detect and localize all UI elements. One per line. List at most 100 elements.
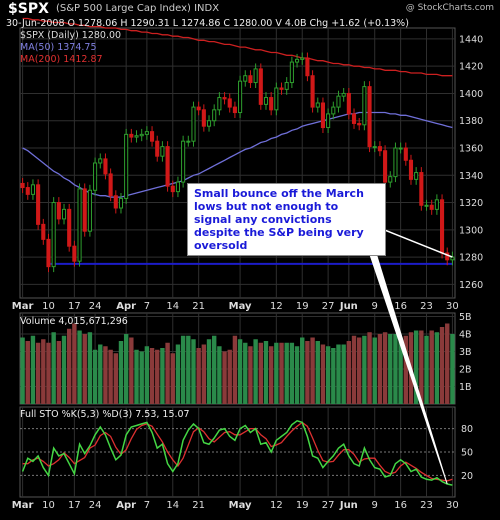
candle-body	[227, 98, 232, 108]
candle-body	[320, 102, 325, 129]
candle-body	[440, 199, 445, 254]
candle-body	[181, 140, 186, 183]
panel-frame-0	[19, 27, 456, 299]
candle-body	[315, 102, 320, 108]
date-tick-label: Apr	[116, 301, 136, 312]
volume-bar	[258, 342, 264, 404]
candle-body	[269, 97, 274, 111]
volume-bar	[206, 339, 212, 404]
volume-bar	[382, 332, 388, 404]
volume-tick-label: 1B	[459, 382, 472, 393]
candle-body	[284, 82, 289, 90]
volume-bar	[108, 349, 113, 404]
candle-body	[300, 57, 305, 60]
date-tick-label: 7	[144, 500, 150, 511]
volume-bar	[160, 348, 165, 404]
date-tick-label: 19	[296, 301, 309, 312]
sto-k-line	[21, 419, 453, 486]
candle-body	[408, 159, 414, 180]
volume-bar	[41, 339, 46, 404]
volume-bar	[356, 337, 362, 404]
volume-bar	[113, 353, 119, 404]
candle-body	[36, 184, 41, 225]
date-tick-label: Mar	[12, 500, 34, 511]
date-tick-label: 21	[192, 301, 205, 312]
candle-body	[144, 131, 149, 135]
candle-body	[103, 158, 108, 175]
date-tick-label: 17	[68, 500, 81, 511]
volume-bar	[103, 346, 108, 404]
legend-stochastic: Full STO %K(5,3) %D(3) 7.53, 15.07	[20, 409, 190, 420]
volume-bar	[134, 349, 139, 404]
volume-bar	[336, 344, 341, 404]
date-tick-label: 9	[372, 500, 378, 511]
volume-bar	[237, 339, 243, 404]
volume-bar	[35, 342, 41, 404]
volume-bar	[450, 334, 455, 404]
volume-bar	[51, 332, 56, 404]
date-tick-label: Apr	[116, 500, 136, 511]
volume-bar	[362, 335, 367, 404]
legend-ma50: MA(50) 1374.75	[20, 42, 97, 53]
volume-tick-label: 3B	[459, 347, 472, 358]
date-tick-label: Jun	[339, 500, 358, 511]
volume-bar	[289, 342, 295, 404]
candle-body	[336, 95, 341, 108]
date-tick-label: 23	[420, 500, 433, 511]
price-tick-label: 1320	[459, 198, 483, 209]
date-tick-label: 30	[446, 500, 459, 511]
volume-bar	[46, 342, 51, 404]
candle-body	[46, 238, 51, 268]
volume-bar	[320, 344, 326, 404]
date-tick-label: 24	[89, 301, 102, 312]
date-tick-label: 9	[372, 301, 378, 312]
candle-body	[326, 113, 331, 129]
volume-bar	[170, 353, 175, 404]
price-tick-label: 1380	[459, 116, 483, 127]
candle-body	[424, 204, 429, 207]
candle-body	[170, 185, 175, 193]
candle-body	[201, 109, 206, 127]
date-tick-label: 19	[296, 500, 309, 511]
volume-bar	[92, 349, 98, 404]
volume-bar	[305, 341, 310, 404]
candle-body	[98, 158, 103, 164]
volume-bar	[263, 341, 269, 404]
candle-body	[398, 147, 403, 150]
candle-body	[232, 106, 237, 114]
candle-body	[377, 146, 382, 152]
date-tick-label: 27	[322, 301, 335, 312]
candle-body	[93, 162, 98, 191]
volume-bar	[77, 330, 82, 404]
volume-bar	[196, 348, 201, 404]
date-tick-label: 16	[394, 500, 407, 511]
volume-tick-label: 5B	[459, 312, 472, 323]
panel-frame-1	[19, 312, 456, 405]
volume-bar	[367, 332, 372, 404]
sto-tick-label: 50	[461, 448, 473, 459]
candle-body	[367, 86, 372, 148]
volume-bar	[413, 330, 419, 404]
date-tick-label: 16	[394, 301, 407, 312]
price-legend: $SPX (Daily) 1280.00 MA(50) 1374.75 MA(2…	[20, 30, 121, 66]
volume-bar	[201, 344, 207, 404]
candle-body	[434, 199, 439, 210]
volume-bar	[66, 328, 72, 404]
volume-bar	[403, 335, 409, 404]
date-tick-label: May	[229, 500, 252, 511]
candle-body	[150, 131, 155, 142]
candle-body	[129, 133, 134, 138]
candle-body	[238, 80, 243, 114]
candle-body	[191, 106, 196, 142]
volume-bar	[20, 337, 25, 404]
candle-body	[274, 87, 279, 111]
volume-bar	[155, 349, 160, 404]
volume-bar	[300, 337, 305, 404]
date-tick-label: 12	[270, 301, 283, 312]
date-tick-label: 10	[42, 500, 55, 511]
volume-bar	[325, 346, 331, 404]
volume-bar	[222, 351, 227, 404]
candle-body	[419, 172, 424, 206]
candle-body	[414, 172, 419, 180]
